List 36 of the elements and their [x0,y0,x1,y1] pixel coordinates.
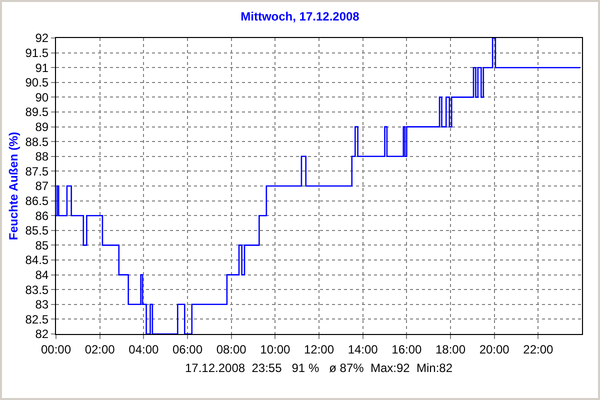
x-tick-label: 04:00 [128,342,160,356]
x-tick-label: 00:00 [40,342,72,356]
y-tick-label: 86.5 [25,194,49,208]
y-tick-label: 86 [35,208,49,223]
x-tick-label: 22:00 [523,342,554,356]
y-tick-label: 88 [35,150,49,164]
x-tick-label: 12:00 [304,342,334,356]
x-tick-label: 18:00 [435,342,466,356]
y-tick-label: 84.5 [25,253,49,268]
y-axis-title: Feuchte Außen (%) [6,132,21,240]
chart-title: Mittwoch, 17.12.2008 [240,9,360,24]
x-tick-label: 20:00 [479,342,510,356]
x-tick-label: 08:00 [216,342,247,356]
y-tick-label: 87.5 [25,164,49,178]
y-tick-label: 90.5 [25,76,49,90]
y-tick-label: 83.5 [25,282,49,297]
x-tick-label: 10:00 [260,342,291,356]
y-tick-label: 85 [35,238,49,252]
x-tick-label: 14:00 [348,342,378,356]
y-tick-label: 89.5 [25,105,49,120]
y-tick-label: 88.5 [25,134,49,149]
y-tick-label: 91 [35,60,49,75]
y-tick-label: 91.5 [25,46,49,60]
y-tick-label: 89 [35,120,49,134]
y-tick-label: 90 [35,90,49,104]
text: 17.12.2008 23:55 91 % ø 87% Max:92 Min:82 [185,361,453,375]
x-tick-label: 02:00 [84,342,116,356]
y-tick-label: 82.5 [25,312,49,326]
y-tick-label: 87 [35,179,49,194]
y-tick-label: 85.5 [25,224,49,238]
x-tick-label: 16:00 [392,342,422,356]
y-tick-label: 83 [35,298,49,312]
y-tick-label: 82 [35,327,49,342]
y-tick-label: 92 [35,31,49,46]
y-tick-label: 84 [35,268,49,282]
x-tick-label: 06:00 [172,342,203,356]
